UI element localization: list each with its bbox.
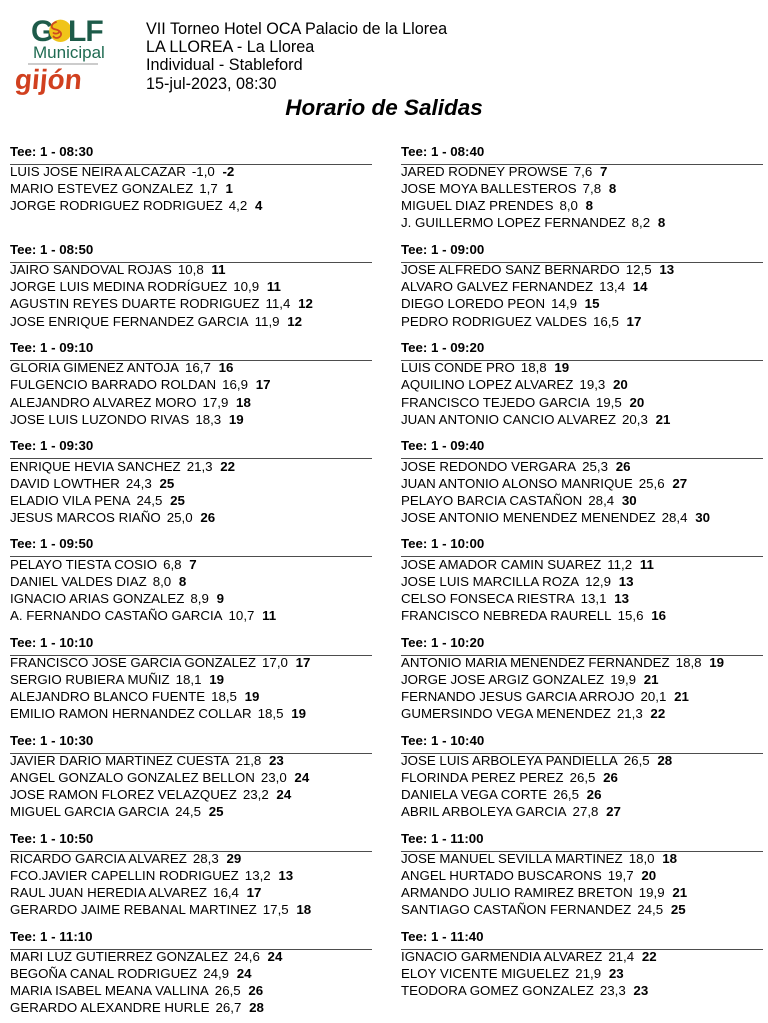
svg-text:gijón: gijón — [14, 64, 84, 95]
svg-text:Municipal: Municipal — [33, 43, 105, 62]
